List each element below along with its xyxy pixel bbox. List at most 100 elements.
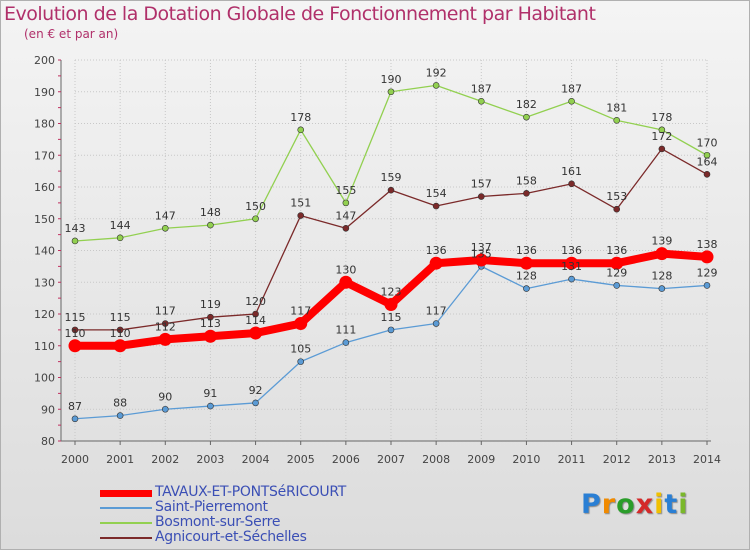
data-label-0: 117 — [290, 305, 311, 318]
data-label-3: 119 — [200, 298, 221, 311]
data-point-3 — [523, 190, 530, 197]
data-label-1: 90 — [158, 390, 172, 403]
legend-swatch-tavaux — [100, 490, 152, 497]
logo-letter: x — [635, 489, 655, 520]
data-label-3: 147 — [335, 209, 356, 222]
data-point-1 — [658, 285, 666, 292]
data-label-3: 159 — [381, 171, 402, 184]
y-tick-label: 120 — [34, 308, 55, 321]
data-point-2 — [658, 126, 666, 134]
data-label-3: 172 — [651, 130, 672, 143]
data-label-2: 155 — [335, 184, 356, 197]
data-label-3: 164 — [697, 155, 718, 168]
data-label-2: 143 — [65, 222, 86, 235]
data-point-3 — [116, 326, 124, 334]
data-point-0 — [113, 339, 127, 353]
y-tick-label: 130 — [34, 276, 55, 289]
data-point-1 — [252, 399, 259, 407]
data-point-0 — [68, 339, 82, 353]
data-point-3 — [342, 224, 350, 232]
data-label-3: 120 — [245, 295, 266, 308]
x-tick-label: 2009 — [467, 453, 495, 466]
data-label-1: 135 — [471, 247, 492, 260]
data-point-2 — [161, 224, 169, 232]
data-point-3 — [477, 193, 485, 200]
data-point-2 — [71, 237, 79, 245]
data-point-3 — [297, 212, 305, 219]
data-label-0: 136 — [561, 244, 582, 257]
x-tick-label: 2013 — [648, 453, 676, 466]
logo-letter: i — [654, 489, 665, 520]
data-label-3: 158 — [516, 174, 537, 187]
x-tick-label: 2001 — [106, 453, 134, 466]
legend-label-tavaux: TAVAUX-ET-PONTSéRICOURT — [155, 484, 347, 500]
chart-subtitle: (en € et par an) — [24, 27, 119, 41]
y-tick-label: 170 — [34, 149, 55, 162]
data-label-1: 117 — [426, 305, 447, 318]
x-tick-label: 2011 — [558, 453, 586, 466]
data-point-1 — [342, 339, 350, 346]
data-label-2: 150 — [245, 200, 266, 213]
proxiti-logo: Proxiti — [581, 489, 689, 520]
data-point-1 — [432, 320, 440, 327]
data-label-3: 115 — [110, 311, 131, 324]
data-point-0 — [565, 256, 579, 270]
logo-letter: t — [664, 489, 679, 520]
data-point-2 — [252, 215, 259, 223]
data-point-0 — [203, 329, 217, 343]
data-point-3 — [252, 310, 259, 318]
data-label-2: 170 — [697, 136, 718, 149]
data-point-2 — [297, 126, 305, 134]
data-label-3: 117 — [155, 305, 176, 318]
data-label-1: 131 — [561, 260, 582, 273]
data-label-0: 113 — [200, 317, 221, 330]
x-tick-label: 2003 — [196, 453, 224, 466]
x-tick-label: 2005 — [287, 453, 315, 466]
data-label-2: 187 — [561, 82, 582, 95]
y-tick-label: 160 — [34, 181, 55, 194]
data-label-1: 105 — [290, 343, 311, 356]
data-label-1: 91 — [203, 387, 217, 400]
data-point-3 — [207, 313, 214, 321]
data-point-1 — [613, 282, 621, 289]
data-point-0 — [429, 256, 443, 270]
x-tick-label: 2000 — [61, 453, 89, 466]
data-point-1 — [161, 405, 169, 413]
data-label-3: 151 — [290, 197, 311, 210]
data-point-0 — [249, 326, 263, 340]
data-label-3: 115 — [65, 311, 86, 324]
series-lines — [68, 82, 714, 423]
data-label-0: 123 — [381, 285, 402, 298]
data-point-3 — [387, 186, 395, 194]
data-point-2 — [342, 199, 350, 207]
logo-letter: P — [581, 489, 602, 520]
data-label-0: 136 — [606, 244, 627, 257]
y-tick-label: 140 — [34, 245, 55, 258]
data-label-0: 137 — [471, 241, 492, 254]
data-label-0: 130 — [335, 263, 356, 276]
chart-title: Evolution de la Dotation Globale de Fonc… — [4, 3, 596, 25]
data-label-2: 148 — [200, 206, 221, 219]
data-point-0 — [610, 256, 624, 270]
data-label-2: 190 — [381, 73, 402, 86]
x-tick-label: 2014 — [693, 453, 721, 466]
data-point-2 — [432, 82, 440, 89]
y-tick-label: 80 — [41, 435, 55, 448]
data-label-3: 157 — [471, 178, 492, 191]
data-label-0: 139 — [651, 235, 672, 248]
legend-swatch-bosmont — [100, 522, 152, 524]
x-tick-label: 2007 — [377, 453, 405, 466]
data-label-1: 87 — [68, 400, 82, 413]
data-label-2: 178 — [290, 111, 311, 124]
data-point-3 — [432, 202, 440, 210]
data-label-1: 115 — [381, 311, 402, 324]
y-tick-label: 200 — [34, 54, 55, 67]
data-label-0: 112 — [155, 320, 176, 333]
data-point-2 — [703, 151, 711, 159]
data-label-1: 129 — [606, 266, 627, 279]
data-label-1: 92 — [249, 384, 263, 397]
data-label-0: 138 — [697, 238, 718, 251]
x-tick-label: 2012 — [603, 453, 631, 466]
legend-swatch-agnicourt — [100, 537, 152, 539]
data-point-1 — [116, 412, 124, 419]
